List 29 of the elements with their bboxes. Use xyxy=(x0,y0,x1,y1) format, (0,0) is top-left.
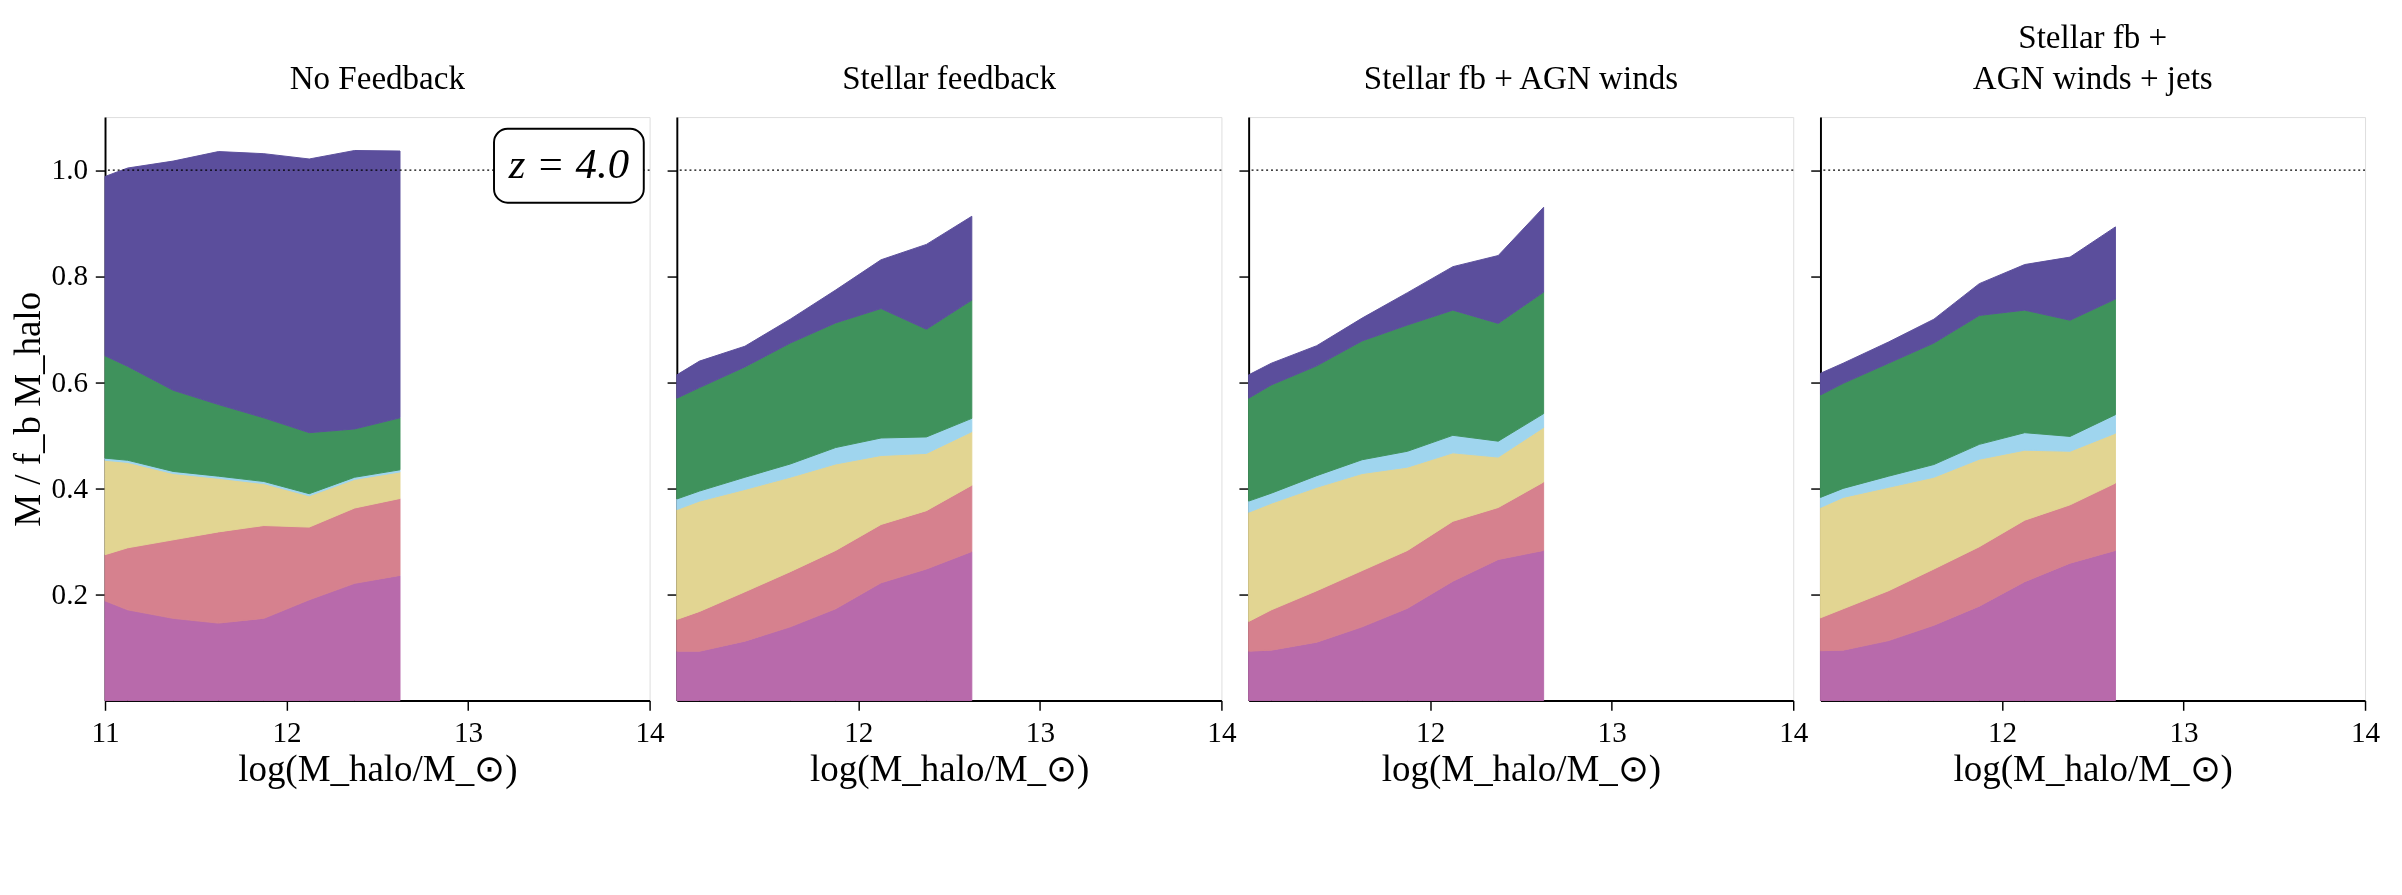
x-tick-label: 12 xyxy=(844,715,874,748)
x-axis-title: log(M_halo/M_⊙) xyxy=(809,747,1090,790)
x-tick-label: 13 xyxy=(1025,715,1055,748)
x-tick-label: 14 xyxy=(1207,715,1237,748)
x-tick-label: 12 xyxy=(272,715,302,748)
text: Stellar fb + xyxy=(2018,19,2168,56)
chart-title: Stellar feedback xyxy=(842,59,1057,96)
x-tick-label: 12 xyxy=(1416,715,1446,748)
x-tick-label: 13 xyxy=(1597,715,1627,748)
x-tick-label: 14 xyxy=(635,715,666,748)
x-tick-label: 13 xyxy=(2169,715,2199,748)
x-tick-label: 11 xyxy=(91,715,120,748)
chart-title: No Feedback xyxy=(289,59,466,96)
x-axis-title: log(M_halo/M_⊙) xyxy=(1953,747,2233,790)
x-axis-title: log(M_halo/M_⊙) xyxy=(238,747,518,790)
text: AGN winds + jets xyxy=(1972,59,2213,96)
x-tick-label: 12 xyxy=(1987,715,2018,748)
x-tick-label: 13 xyxy=(453,715,484,748)
x-axis-title: log(M_halo/M_⊙) xyxy=(1381,747,1662,790)
x-tick-label: 14 xyxy=(2350,715,2381,748)
annotation: z = 4.0 xyxy=(507,140,630,188)
y-tick-label: 1.0 xyxy=(51,153,89,186)
chart-title: Stellar fb + AGN winds xyxy=(1363,59,1679,96)
x-tick-label: 14 xyxy=(1779,715,1809,748)
y-tick-label: 0.2 xyxy=(51,577,89,610)
y-tick-label: 0.6 xyxy=(51,365,89,398)
y-axis-title: M / f_b M_halo xyxy=(6,291,48,527)
y-tick-label: 0.8 xyxy=(51,259,89,292)
y-tick-label: 0.4 xyxy=(51,471,89,504)
